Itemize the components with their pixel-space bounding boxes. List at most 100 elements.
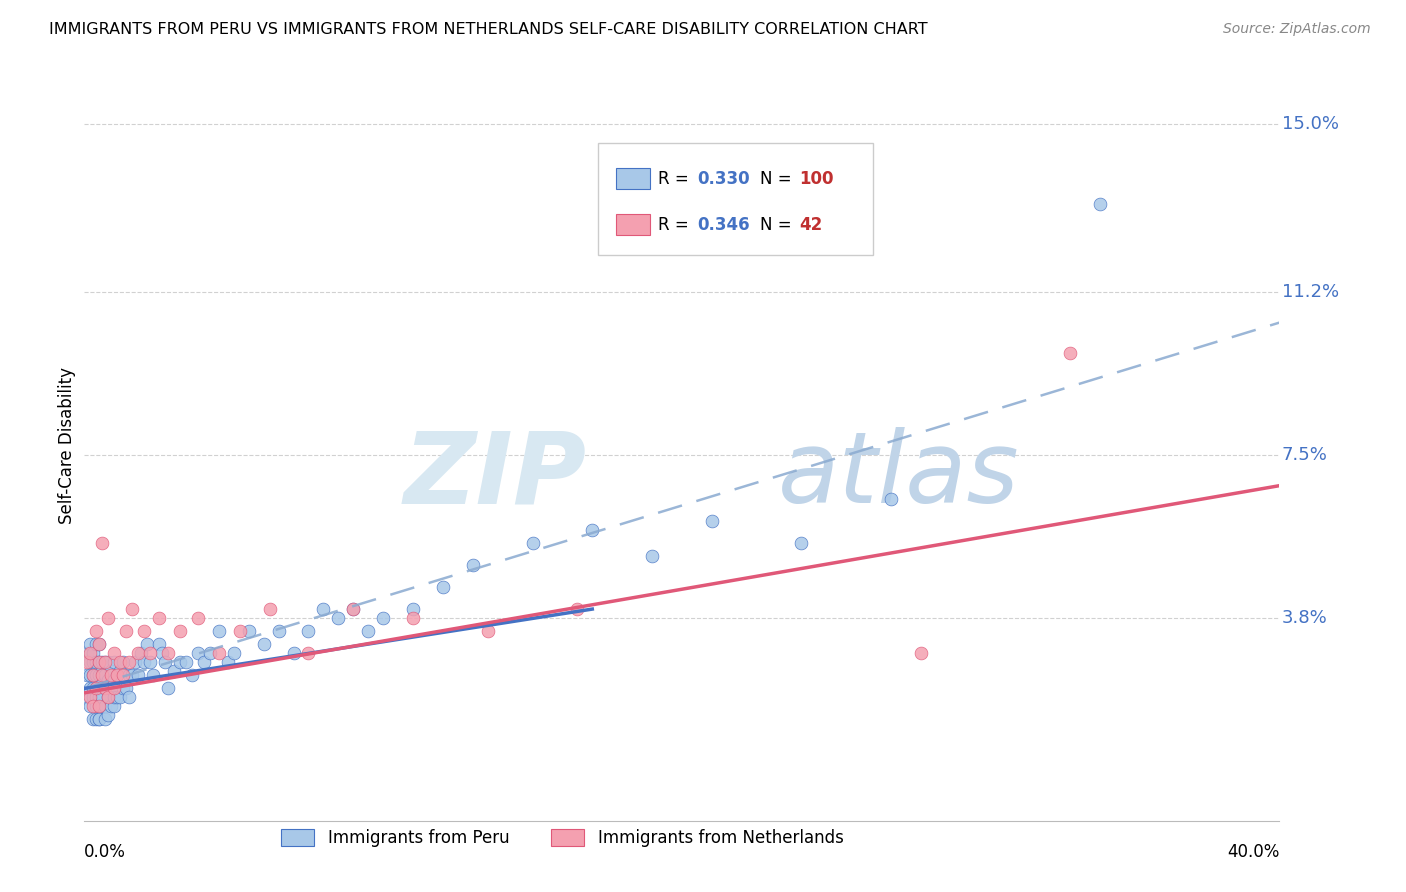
Point — [79, 646, 101, 660]
Legend: Immigrants from Peru, Immigrants from Netherlands: Immigrants from Peru, Immigrants from Ne… — [274, 822, 851, 854]
Point — [79, 699, 101, 714]
Point — [259, 602, 281, 616]
Point — [86, 668, 108, 682]
Point — [139, 655, 162, 669]
Point — [187, 611, 209, 625]
Point — [89, 655, 111, 669]
Point — [94, 712, 117, 726]
Point — [103, 699, 125, 714]
Text: 100: 100 — [799, 169, 834, 187]
Point — [150, 646, 173, 660]
Point — [76, 668, 98, 682]
Point — [163, 664, 186, 678]
Point — [103, 646, 125, 660]
Point — [283, 646, 305, 660]
Point — [342, 602, 364, 616]
Point — [402, 611, 425, 625]
Point — [79, 681, 101, 696]
Point — [193, 655, 215, 669]
Point — [94, 668, 117, 682]
Point — [82, 681, 104, 696]
Point — [169, 624, 191, 639]
Text: N =: N = — [759, 169, 796, 187]
Point — [97, 611, 120, 625]
Point — [100, 664, 122, 678]
Point — [79, 690, 101, 705]
Point — [89, 655, 111, 669]
Text: 15.0%: 15.0% — [1282, 115, 1339, 133]
Point — [118, 655, 141, 669]
Point — [790, 536, 813, 550]
Point — [477, 624, 499, 639]
Point — [115, 624, 138, 639]
Text: 0.0%: 0.0% — [84, 843, 127, 861]
Point — [112, 668, 135, 682]
Point — [86, 681, 108, 696]
Point — [97, 690, 120, 705]
Point — [132, 655, 156, 669]
Point — [112, 655, 135, 669]
Point — [127, 646, 149, 660]
Point — [253, 637, 276, 651]
Text: 7.5%: 7.5% — [1282, 446, 1327, 464]
Point — [89, 637, 111, 651]
Point — [94, 681, 117, 696]
Text: R =: R = — [658, 216, 695, 234]
Point — [148, 611, 170, 625]
Point — [89, 712, 111, 726]
Point — [1090, 196, 1112, 211]
Point — [97, 673, 120, 687]
Point — [522, 536, 544, 550]
Point — [118, 690, 141, 705]
Point — [103, 690, 125, 705]
Point — [89, 712, 111, 726]
Point — [181, 668, 204, 682]
Point — [76, 646, 98, 660]
Point — [76, 690, 98, 705]
Point — [110, 655, 132, 669]
Point — [238, 624, 260, 639]
Text: IMMIGRANTS FROM PERU VS IMMIGRANTS FROM NETHERLANDS SELF-CARE DISABILITY CORRELA: IMMIGRANTS FROM PERU VS IMMIGRANTS FROM … — [49, 22, 928, 37]
Point — [115, 681, 138, 696]
Point — [129, 646, 152, 660]
Point — [89, 681, 111, 696]
FancyBboxPatch shape — [616, 169, 650, 189]
Point — [112, 681, 135, 696]
Text: 0.330: 0.330 — [697, 169, 749, 187]
Point — [228, 624, 252, 639]
Point — [110, 690, 132, 705]
Point — [139, 646, 162, 660]
Text: 0.346: 0.346 — [697, 216, 749, 234]
Text: 3.8%: 3.8% — [1282, 609, 1327, 627]
Point — [94, 655, 117, 669]
Point — [910, 646, 932, 660]
FancyBboxPatch shape — [599, 143, 873, 255]
Point — [567, 602, 589, 616]
Text: 42: 42 — [799, 216, 823, 234]
Point — [82, 646, 104, 660]
Point — [89, 637, 111, 651]
Point — [82, 655, 104, 669]
Point — [169, 655, 191, 669]
Point — [91, 536, 114, 550]
Point — [432, 580, 454, 594]
Point — [127, 668, 149, 682]
Text: 11.2%: 11.2% — [1282, 283, 1339, 301]
Point — [103, 655, 125, 669]
Point — [97, 690, 120, 705]
Point — [89, 690, 111, 705]
Point — [94, 699, 117, 714]
Point — [198, 646, 221, 660]
Point — [217, 655, 239, 669]
Point — [82, 668, 104, 682]
Point — [373, 611, 395, 625]
Point — [267, 624, 290, 639]
Point — [100, 668, 122, 682]
Point — [86, 681, 108, 696]
Text: N =: N = — [759, 216, 796, 234]
Point — [82, 668, 104, 682]
Point — [312, 602, 335, 616]
Point — [222, 646, 245, 660]
Point — [100, 681, 122, 696]
Point — [79, 637, 101, 651]
